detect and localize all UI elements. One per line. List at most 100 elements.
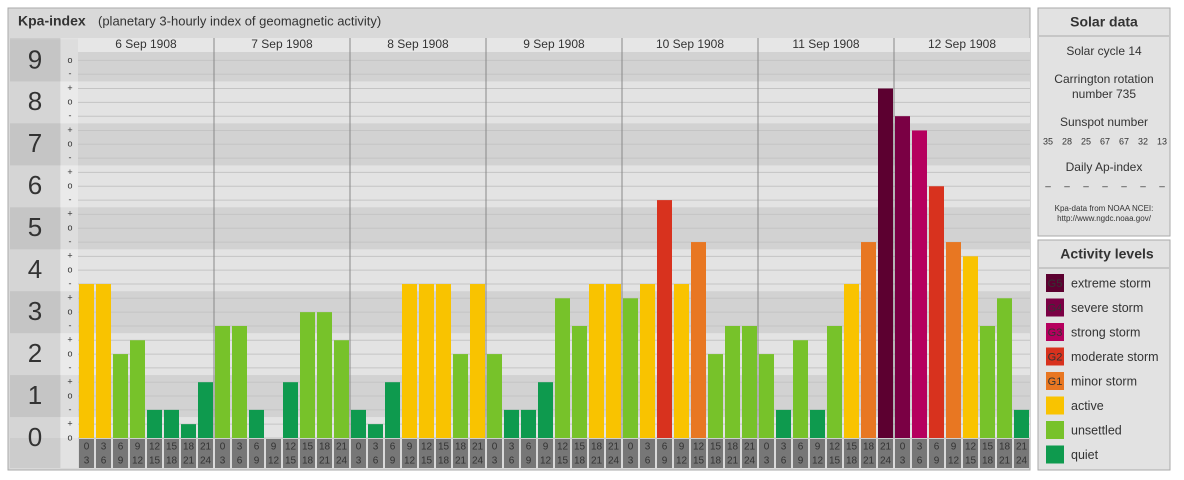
x-tick-label: 0 bbox=[356, 442, 362, 453]
bar bbox=[572, 325, 587, 438]
x-tick-label: 12 bbox=[693, 442, 705, 453]
sunspot-label: Sunspot number bbox=[1060, 115, 1148, 129]
legend-swatch bbox=[1046, 396, 1064, 415]
day-label: 6 Sep 1908 bbox=[115, 37, 177, 51]
x-tick-label: 0 bbox=[900, 442, 906, 453]
x-tick-label: 3 bbox=[356, 456, 362, 467]
ap-value: – bbox=[1102, 182, 1108, 193]
x-tick-label: 18 bbox=[863, 442, 875, 453]
y-tick-label: 2 bbox=[28, 338, 42, 368]
x-tick-label: 18 bbox=[302, 456, 314, 467]
x-label-box bbox=[623, 439, 638, 468]
minor-tick-label: - bbox=[69, 194, 72, 204]
day-label: 9 Sep 1908 bbox=[523, 37, 585, 51]
x-label-box bbox=[929, 439, 944, 468]
x-label-box bbox=[810, 439, 825, 468]
x-tick-label: 6 bbox=[645, 456, 651, 467]
x-tick-label: 12 bbox=[829, 442, 841, 453]
x-label-box bbox=[453, 439, 468, 468]
x-tick-label: 18 bbox=[727, 442, 739, 453]
x-label-box bbox=[827, 439, 842, 468]
x-tick-label: 21 bbox=[591, 456, 603, 467]
x-tick-label: 21 bbox=[1016, 442, 1028, 453]
ap-value: – bbox=[1083, 182, 1089, 193]
x-label-box bbox=[385, 439, 400, 468]
bar bbox=[759, 354, 774, 438]
ap-value: – bbox=[1045, 182, 1051, 193]
y-tick-label: 4 bbox=[28, 254, 42, 284]
x-tick-label: 0 bbox=[628, 442, 634, 453]
bar bbox=[895, 116, 910, 438]
x-tick-label: 15 bbox=[982, 442, 994, 453]
minor-tick-label: - bbox=[69, 278, 72, 288]
minor-tick-label: o bbox=[67, 97, 72, 107]
ap-value: – bbox=[1121, 182, 1127, 193]
bar bbox=[402, 284, 417, 438]
x-tick-label: 3 bbox=[645, 442, 651, 453]
x-label-box bbox=[198, 439, 213, 468]
bar bbox=[164, 409, 179, 438]
x-tick-label: 18 bbox=[591, 442, 603, 453]
legend-label: severe storm bbox=[1071, 301, 1143, 315]
day-label: 12 Sep 1908 bbox=[928, 37, 996, 51]
x-tick-label: 24 bbox=[608, 456, 620, 467]
y-tick-label: 3 bbox=[28, 296, 42, 326]
x-tick-label: 3 bbox=[764, 456, 770, 467]
x-label-box bbox=[674, 439, 689, 468]
x-tick-label: 12 bbox=[285, 442, 297, 453]
x-tick-label: 9 bbox=[798, 456, 804, 467]
x-tick-label: 3 bbox=[220, 456, 226, 467]
legend-swatch bbox=[1046, 372, 1064, 390]
bar bbox=[708, 354, 723, 438]
x-tick-label: 12 bbox=[268, 456, 280, 467]
x-label-box bbox=[708, 439, 723, 468]
minor-tick-label: + bbox=[67, 125, 72, 135]
x-label-box bbox=[351, 439, 366, 468]
x-tick-label: 3 bbox=[84, 456, 90, 467]
minor-tick-label: o bbox=[67, 223, 72, 233]
x-tick-label: 3 bbox=[917, 442, 923, 453]
x-tick-label: 3 bbox=[237, 442, 243, 453]
minor-tick-label: + bbox=[67, 167, 72, 177]
x-label-box bbox=[317, 439, 332, 468]
x-tick-label: 15 bbox=[846, 442, 858, 453]
carrington: number 735 bbox=[1072, 87, 1136, 101]
legend-title: Activity levels bbox=[1060, 246, 1154, 262]
x-label-box bbox=[759, 439, 774, 468]
x-tick-label: 9 bbox=[951, 442, 957, 453]
x-label-box bbox=[606, 439, 621, 468]
ap-value: – bbox=[1159, 182, 1165, 193]
x-label-box bbox=[861, 439, 876, 468]
bar bbox=[147, 409, 162, 438]
x-tick-label: 15 bbox=[710, 442, 722, 453]
x-tick-label: 0 bbox=[492, 442, 498, 453]
minor-tick-label: o bbox=[67, 55, 72, 65]
x-label-box bbox=[419, 439, 434, 468]
x-label-box bbox=[725, 439, 740, 468]
bar bbox=[113, 354, 128, 438]
bar bbox=[589, 284, 604, 438]
chart-title: Kpa-index bbox=[18, 13, 86, 29]
x-tick-label: 18 bbox=[710, 456, 722, 467]
bar bbox=[963, 256, 978, 438]
x-tick-label: 15 bbox=[438, 442, 450, 453]
x-tick-label: 12 bbox=[676, 456, 688, 467]
bar bbox=[861, 242, 876, 438]
x-label-box bbox=[147, 439, 162, 468]
x-tick-label: 18 bbox=[455, 442, 467, 453]
x-tick-label: 21 bbox=[744, 442, 756, 453]
x-tick-label: 0 bbox=[764, 442, 770, 453]
minor-tick-label: + bbox=[67, 335, 72, 345]
x-tick-label: 24 bbox=[1016, 456, 1028, 467]
bar bbox=[844, 284, 859, 438]
legend-label: unsettled bbox=[1071, 423, 1122, 437]
minor-tick-label: o bbox=[67, 390, 72, 400]
x-tick-label: 6 bbox=[373, 456, 379, 467]
carrington: Carrington rotation bbox=[1054, 72, 1153, 86]
bar bbox=[232, 325, 247, 438]
x-tick-label: 9 bbox=[271, 442, 277, 453]
x-tick-label: 9 bbox=[526, 456, 532, 467]
x-tick-label: 15 bbox=[965, 456, 977, 467]
x-tick-label: 15 bbox=[285, 456, 297, 467]
legend-label: active bbox=[1071, 399, 1104, 413]
